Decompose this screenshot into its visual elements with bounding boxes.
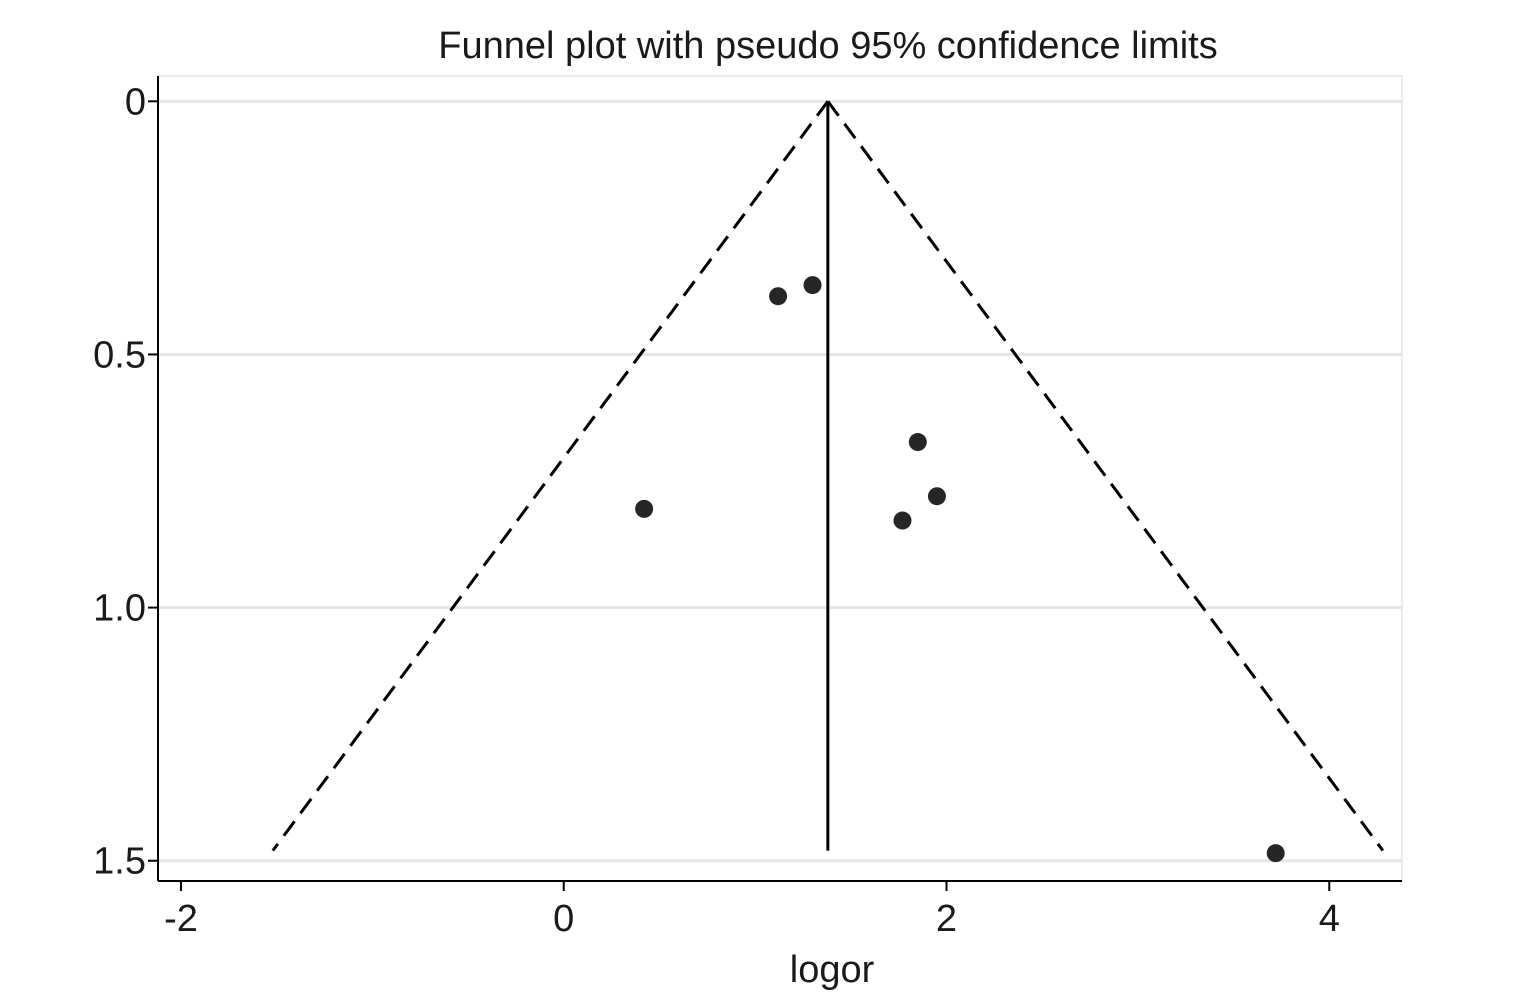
study-points (635, 276, 1285, 863)
data-point-3 (908, 433, 927, 452)
gridlines (158, 99, 1402, 863)
data-point-6 (1266, 844, 1285, 863)
data-point-4 (927, 487, 946, 506)
y-tick-label-1: 0.5 (93, 334, 146, 376)
data-point-0 (769, 287, 788, 306)
x-tick-label-0: -2 (164, 898, 198, 940)
y-tick-label-3: 1.5 (93, 841, 146, 883)
tick-labels: 0 0.5 1.0 1.5 -2 0 2 4 (93, 81, 1340, 940)
y-tick-label-2: 1.0 (93, 588, 146, 630)
x-tick-label-1: 0 (553, 898, 574, 940)
y-tick-label-0: 0 (125, 81, 146, 123)
x-tick-label-3: 4 (1319, 898, 1340, 940)
x-tick-label-2: 2 (936, 898, 957, 940)
confidence-limit-upper (826, 100, 1385, 852)
x-axis-label: logor (790, 949, 875, 991)
plot-frame (157, 75, 1403, 882)
chart-title: Funnel plot with pseudo 95% confidence l… (438, 25, 1217, 67)
axes (148, 76, 1402, 891)
confidence-limits (271, 100, 1385, 852)
data-point-5 (893, 511, 912, 530)
confidence-limit-lower (271, 100, 830, 852)
data-point-1 (803, 276, 822, 295)
data-point-2 (635, 499, 654, 518)
